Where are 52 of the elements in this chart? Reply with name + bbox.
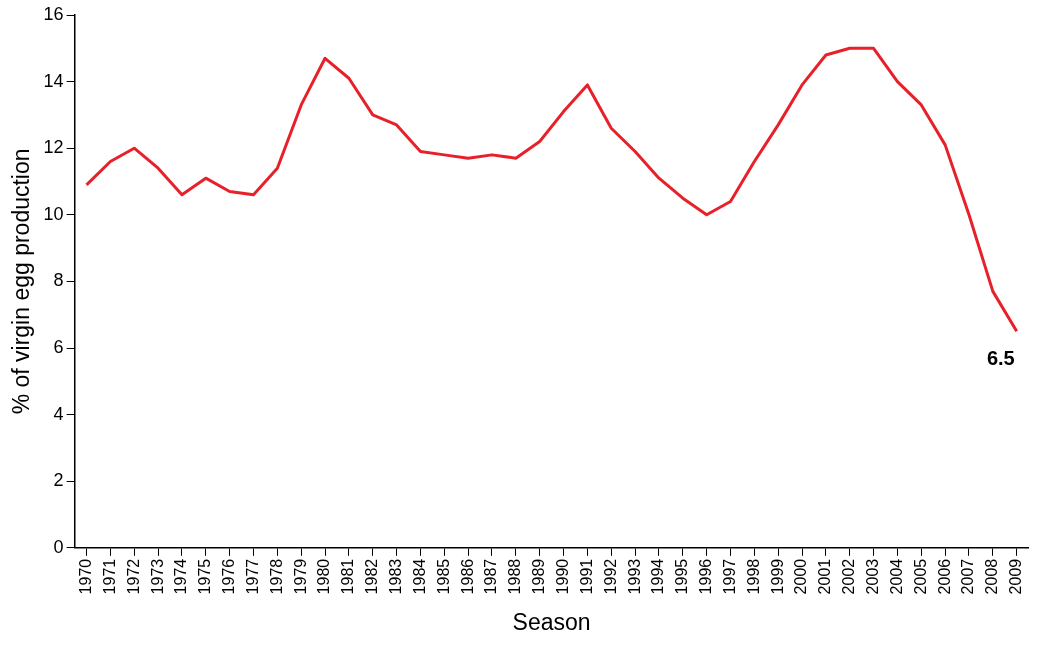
x-axis-title: Season	[512, 608, 591, 635]
x-tick-label: 1992	[601, 558, 619, 595]
x-tick-label: 1997	[720, 558, 738, 595]
x-tick-label: 1979	[291, 558, 309, 595]
x-tick-label: 1984	[410, 558, 428, 595]
x-tick-label: 2001	[816, 558, 834, 595]
y-tick-label: 14	[43, 70, 64, 91]
x-tick-label: 2005	[911, 558, 929, 595]
x-tick-label: 1994	[649, 558, 667, 595]
x-tick-label: 1995	[673, 558, 691, 595]
x-tick-label: 1986	[458, 558, 476, 595]
y-tick-label: 12	[43, 137, 64, 158]
x-tick-label: 1982	[363, 558, 381, 595]
y-axis-title: % of virgin egg production	[8, 148, 35, 415]
x-tick-label: 1976	[220, 558, 238, 595]
x-tick-label: 2009	[1007, 558, 1025, 595]
x-tick-label: 1993	[625, 558, 643, 595]
y-tick-label: 2	[53, 470, 64, 491]
x-tick-label: 2007	[959, 558, 977, 595]
y-tick-label: 6	[53, 336, 64, 357]
x-tick-label: 1985	[434, 558, 452, 595]
x-tick-label: 1974	[172, 558, 190, 595]
x-tick-label: 1981	[339, 558, 357, 595]
x-tick-label: 2003	[864, 558, 882, 595]
x-tick-label: 1983	[387, 558, 404, 595]
x-tick-label: 1988	[506, 558, 524, 595]
x-tick-label: 1971	[100, 558, 118, 595]
y-tick-label: 10	[43, 203, 64, 224]
x-tick-label: 2008	[983, 558, 1001, 595]
x-tick-label: 1978	[267, 558, 285, 595]
x-tick-label: 1973	[148, 558, 166, 595]
x-tick-label: 1980	[315, 558, 333, 595]
x-tick-label: 1989	[530, 558, 548, 595]
x-tick-label: 1998	[744, 558, 762, 595]
annotation: 6.5	[986, 346, 1015, 369]
x-tick-label: 1975	[196, 558, 214, 595]
x-tick-label: 2004	[887, 558, 905, 595]
x-tick-label: 1987	[482, 558, 500, 595]
x-tick-label: 1990	[553, 558, 571, 595]
y-tick-label: 4	[53, 403, 64, 424]
x-tick-label: 1999	[768, 558, 786, 595]
y-tick-label: 16	[43, 3, 64, 24]
x-tick-label: 2000	[792, 558, 810, 595]
x-tick-label: 1972	[124, 558, 142, 595]
y-tick-label: 8	[53, 270, 64, 291]
x-tick-label: 1977	[243, 558, 261, 595]
x-tick-label: 1996	[697, 558, 715, 595]
x-tick-label: 1991	[577, 558, 595, 595]
x-tick-label: 2002	[840, 558, 858, 595]
x-tick-label: 1970	[76, 558, 94, 595]
y-tick-label: 0	[53, 536, 64, 557]
x-tick-label: 2006	[935, 558, 953, 595]
